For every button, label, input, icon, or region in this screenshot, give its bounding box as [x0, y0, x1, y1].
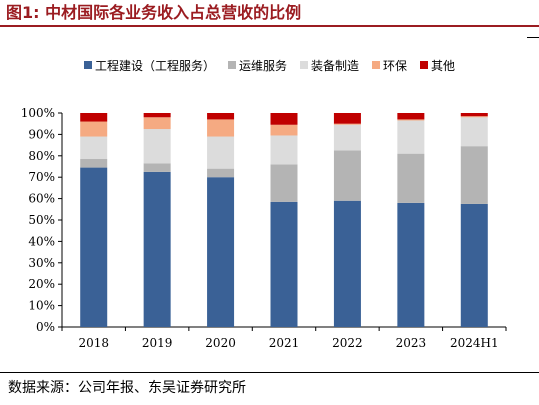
bar-segment-2022-s4: [333, 123, 361, 125]
bar-segment-2020-s3: [207, 136, 235, 169]
y-tick-label: 20%: [28, 277, 55, 291]
bar-segment-2018-s4: [80, 121, 108, 137]
y-tick-label: 70%: [28, 170, 55, 184]
bar-segment-2020-s1: [207, 177, 235, 327]
bar-segment-2019-s1: [143, 171, 171, 327]
bar-segment-2021-s3: [270, 135, 298, 165]
bar-segment-2019-s4: [143, 117, 171, 130]
bar-segment-2020-s2: [207, 168, 235, 178]
bar-segment-2024H1-s5: [460, 113, 488, 117]
bar-segment-2022-s5: [333, 113, 361, 124]
y-tick-label: 10%: [28, 299, 55, 313]
bar-segment-2022-s3: [333, 124, 361, 151]
bar-segment-2023-s4: [397, 119, 425, 121]
bar-segment-2023-s2: [397, 153, 425, 203]
y-tick-label: 50%: [28, 213, 55, 227]
bar-segment-2018-s1: [80, 167, 108, 327]
legend-swatch-1: [83, 61, 92, 69]
bar-segment-2023-s5: [397, 113, 425, 120]
source-note: 数据来源：公司年报、东吴证券研究所: [8, 380, 246, 396]
title-rule: [0, 25, 539, 27]
x-tick-label: 2019: [142, 336, 173, 350]
x-tick-label: 2022: [332, 336, 363, 350]
legend-label-5: 其他: [431, 58, 456, 73]
legend-swatch-4: [372, 61, 380, 69]
footer-rule: [0, 372, 539, 373]
edge-tick-top: [527, 37, 539, 38]
bar-segment-2023-s3: [397, 120, 425, 154]
y-tick-label: 40%: [28, 234, 55, 248]
legend-item-5: 其他: [420, 57, 455, 74]
bar-segment-2021-s5: [270, 113, 298, 125]
x-tick-label: 2020: [205, 336, 236, 350]
legend-label-3: 装备制造: [310, 58, 359, 73]
bar-segment-2019-s5: [143, 113, 171, 118]
bar-segment-2018-s3: [80, 136, 108, 160]
bar-segment-2024H1-s4: [460, 116, 488, 118]
bar-segment-2022-s2: [333, 150, 361, 201]
legend-label-4: 环保: [383, 58, 408, 73]
bar-segment-2024H1-s2: [460, 146, 488, 204]
bar-segment-2018-s5: [80, 113, 108, 122]
legend-item-1: 工程建设（工程服务）: [83, 57, 215, 74]
bar-segment-2024H1-s1: [460, 203, 488, 327]
y-tick-label: 100%: [21, 106, 55, 120]
chart-legend: 工程建设（工程服务） 运维服务 装备制造 环保 其他: [0, 56, 539, 74]
y-tick-label: 80%: [28, 149, 55, 163]
x-tick-label: 2021: [269, 336, 300, 350]
legend-swatch-5: [420, 61, 429, 69]
x-tick-label: 2018: [78, 336, 109, 350]
y-tick-label: 60%: [28, 192, 55, 206]
legend-swatch-3: [299, 61, 308, 69]
bar-segment-2022-s1: [333, 200, 361, 327]
legend-item-2: 运维服务: [227, 57, 287, 74]
x-tick-label: 2023: [396, 336, 427, 350]
legend-item-4: 环保: [372, 57, 407, 74]
figure-title: 图1: 中材国际各业务收入占总营收的比例: [6, 3, 302, 22]
legend-item-3: 装备制造: [299, 57, 359, 74]
y-tick-label: 90%: [28, 127, 55, 141]
bar-segment-2024H1-s3: [460, 117, 488, 147]
legend-swatch-2: [227, 61, 236, 69]
bar-segment-2020-s5: [207, 113, 235, 120]
legend-label-1: 工程建设（工程服务）: [94, 58, 215, 73]
bar-segment-2020-s4: [207, 119, 235, 137]
y-tick-label: 0%: [36, 320, 55, 334]
bar-segment-2018-s2: [80, 159, 108, 168]
bar-segment-2023-s1: [397, 202, 425, 327]
legend-label-2: 运维服务: [238, 58, 287, 73]
bar-segment-2021-s2: [270, 164, 298, 202]
y-tick-label: 30%: [28, 256, 55, 270]
bar-segment-2019-s2: [143, 163, 171, 172]
x-tick-label: 2024H1: [450, 336, 499, 350]
bar-segment-2021-s4: [270, 124, 298, 136]
bar-segment-2021-s1: [270, 201, 298, 327]
bar-segment-2019-s3: [143, 129, 171, 164]
